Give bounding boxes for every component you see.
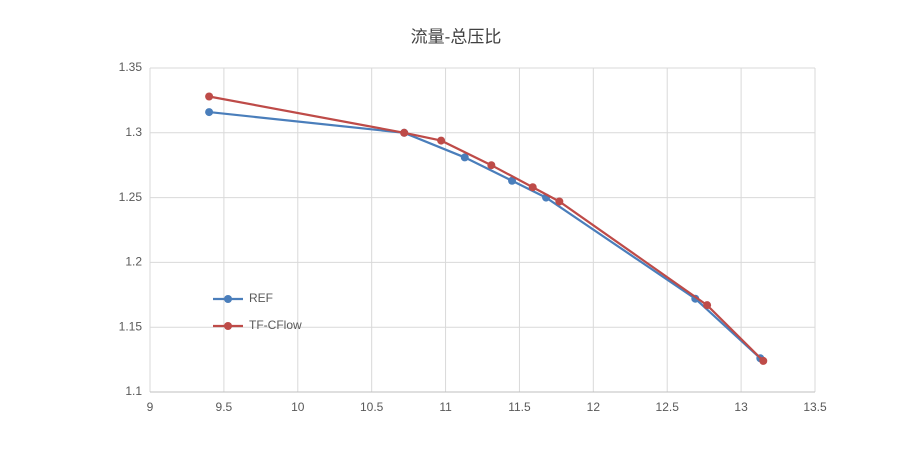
y-tick-label: 1.25 xyxy=(119,190,143,204)
x-tick-label: 13.5 xyxy=(803,400,827,414)
x-tick-label: 10 xyxy=(291,400,305,414)
y-tick-label: 1.3 xyxy=(125,125,142,139)
x-tick-label: 10.5 xyxy=(360,400,384,414)
y-tick-label: 1.35 xyxy=(119,60,143,74)
legend-label: TF-CFlow xyxy=(249,318,302,332)
data-point xyxy=(487,161,496,170)
data-point xyxy=(759,356,768,365)
x-tick-label: 11.5 xyxy=(508,400,531,414)
y-tick-label: 1.1 xyxy=(125,384,142,398)
x-tick-label: 12.5 xyxy=(656,400,680,414)
data-point xyxy=(528,183,537,192)
data-point xyxy=(205,108,214,117)
data-point xyxy=(555,197,564,206)
legend-marker xyxy=(224,322,232,330)
legend-label: REF xyxy=(249,291,273,305)
data-point xyxy=(437,136,446,145)
y-tick-label: 1.2 xyxy=(125,255,142,269)
y-tick-label: 1.15 xyxy=(119,319,143,333)
data-point xyxy=(460,153,469,162)
x-tick-label: 13 xyxy=(734,400,748,414)
x-tick-label: 12 xyxy=(587,400,601,414)
series-line xyxy=(208,95,765,362)
data-point xyxy=(508,176,517,185)
x-tick-label: 9.5 xyxy=(216,400,233,414)
data-point xyxy=(400,128,409,137)
data-point xyxy=(703,301,712,310)
x-tick-label: 9 xyxy=(147,400,154,414)
data-point xyxy=(205,92,214,101)
x-tick-label: 11 xyxy=(439,400,452,414)
chart-title: 流量-总压比 xyxy=(411,27,502,46)
legend-marker xyxy=(224,295,232,303)
